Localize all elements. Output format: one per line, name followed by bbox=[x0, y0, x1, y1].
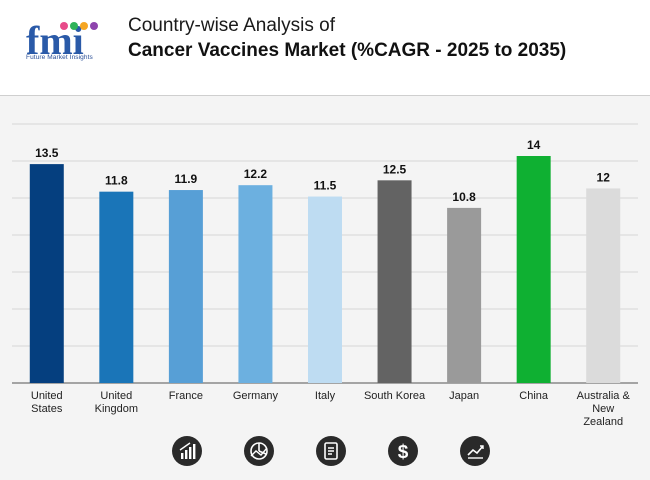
bar-growth-icon bbox=[172, 436, 202, 466]
logo-tagline: Future Market Insights bbox=[26, 54, 93, 61]
x-tick-label: Australia & New Zealand bbox=[577, 390, 631, 428]
bar-china bbox=[516, 156, 551, 383]
x-tick-label: United States bbox=[31, 390, 63, 415]
line-trend-icon bbox=[460, 436, 490, 466]
data-label: 13.5 bbox=[35, 146, 59, 160]
chart-title-line2: Cancer Vaccines Market (%CAGR - 2025 to … bbox=[128, 40, 567, 61]
data-label: 12 bbox=[597, 170, 611, 184]
x-tick-label: Italy bbox=[315, 390, 336, 402]
footer-icon-row: $ bbox=[0, 436, 650, 470]
data-label: 12.5 bbox=[383, 162, 407, 176]
dollar-icon: $ bbox=[388, 436, 418, 466]
bar-japan bbox=[447, 207, 482, 383]
x-tick-label: France bbox=[169, 390, 203, 402]
bar-south-korea bbox=[377, 180, 412, 383]
data-label: 11.9 bbox=[175, 172, 198, 186]
data-label: 14 bbox=[527, 138, 541, 152]
bar-australia-new-zealand bbox=[586, 188, 621, 383]
bar-france bbox=[168, 190, 203, 383]
bar-united-kingdom bbox=[99, 191, 134, 383]
x-tick-label: Germany bbox=[233, 390, 279, 402]
bar-germany bbox=[238, 185, 273, 383]
data-label: 12.2 bbox=[244, 167, 268, 181]
chart-title-line1: Country-wise Analysis of bbox=[128, 15, 335, 36]
bar-united-states bbox=[29, 164, 64, 383]
x-tick-label: China bbox=[519, 390, 549, 402]
bar-italy bbox=[308, 196, 342, 383]
data-label: 10.8 bbox=[452, 190, 476, 204]
pie-chart-icon bbox=[244, 436, 274, 466]
header: fmi Future Market Insights Country-wise … bbox=[0, 0, 650, 96]
chart-area: 13.5 United States 11.8 United Kingdom 11.9 Fra… bbox=[0, 96, 650, 480]
bar-chart: 13.5 United States 11.8 United Kingdom 11.9 Fra… bbox=[12, 123, 638, 428]
fmi-logo: fmi bbox=[26, 18, 98, 63]
data-label: 11.8 bbox=[105, 174, 128, 188]
x-tick-label: Japan bbox=[449, 390, 479, 402]
report-document-icon bbox=[316, 436, 346, 466]
x-tick-label: United Kingdom bbox=[95, 390, 138, 415]
data-label: 11.5 bbox=[314, 179, 337, 193]
svg-text:$: $ bbox=[398, 442, 409, 463]
x-tick-label: South Korea bbox=[364, 390, 426, 402]
